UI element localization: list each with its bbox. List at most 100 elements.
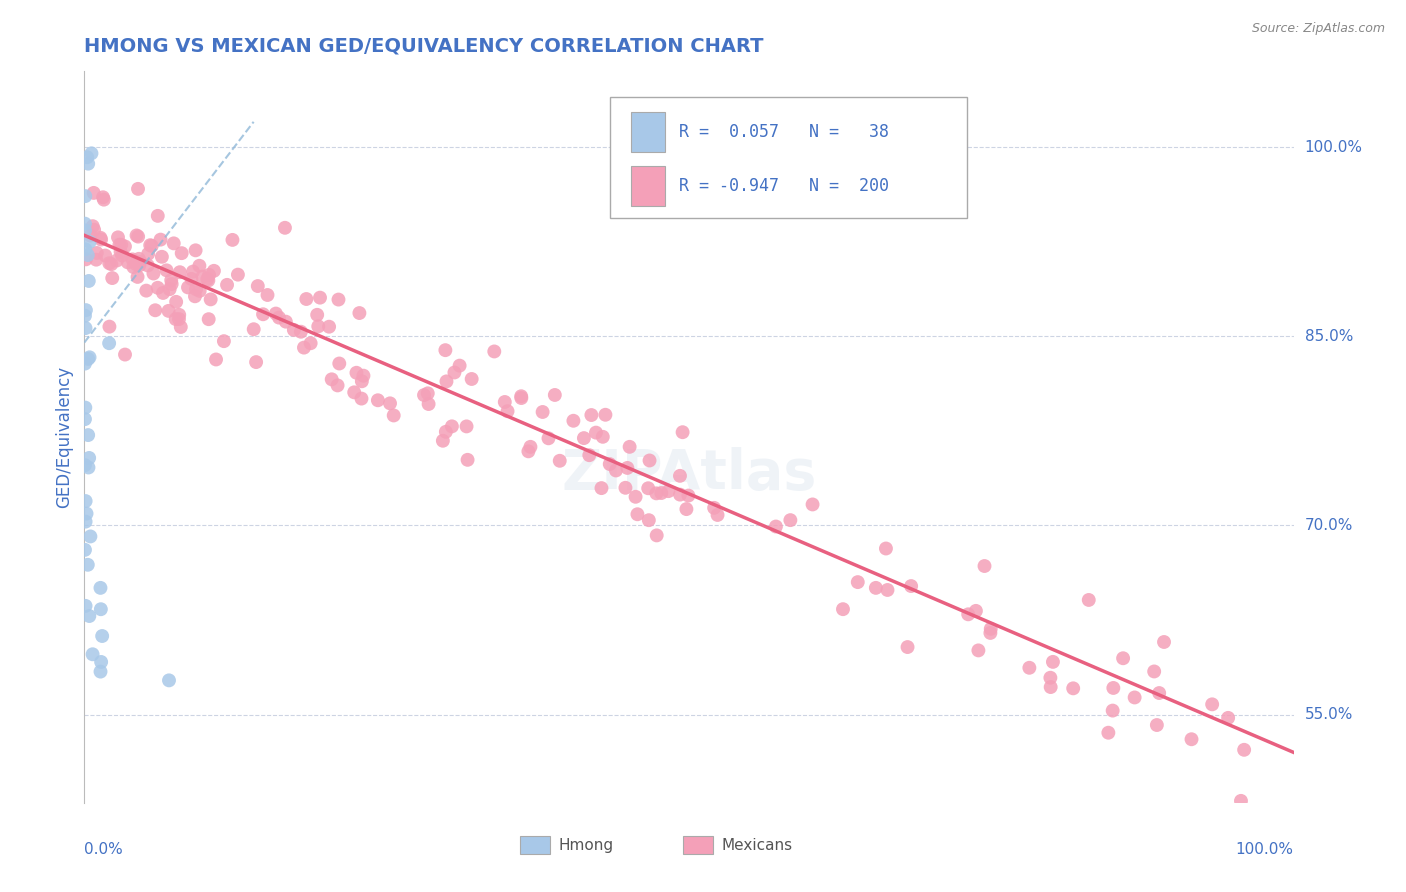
- Text: 100.0%: 100.0%: [1236, 842, 1294, 856]
- Point: [1101, 704, 1123, 718]
- Point: [980, 622, 1002, 636]
- Point: [779, 513, 801, 527]
- Point: [671, 425, 693, 440]
- Point: [638, 453, 661, 467]
- Point: [79, 609, 101, 624]
- Point: [197, 273, 219, 287]
- Point: [93, 193, 115, 207]
- Point: [73, 357, 96, 371]
- Point: [967, 643, 990, 657]
- Point: [149, 233, 172, 247]
- Point: [548, 454, 571, 468]
- Point: [142, 267, 165, 281]
- Point: [292, 341, 315, 355]
- Point: [307, 319, 329, 334]
- Point: [562, 414, 585, 428]
- Point: [108, 237, 131, 252]
- Point: [669, 468, 692, 483]
- Point: [645, 486, 668, 500]
- Point: [170, 320, 193, 334]
- Point: [1097, 725, 1119, 739]
- Point: [675, 502, 697, 516]
- Point: [349, 306, 371, 320]
- Point: [90, 233, 112, 247]
- Point: [413, 388, 436, 402]
- Point: [252, 307, 274, 321]
- Point: [1147, 686, 1170, 700]
- Point: [75, 515, 97, 529]
- Point: [73, 217, 96, 231]
- Point: [180, 272, 202, 286]
- Point: [75, 252, 97, 267]
- Text: 70.0%: 70.0%: [1305, 518, 1353, 533]
- Point: [167, 308, 190, 322]
- Point: [350, 374, 373, 388]
- Point: [343, 385, 366, 400]
- Point: [107, 230, 129, 244]
- Point: [75, 599, 97, 613]
- Point: [157, 304, 180, 318]
- Point: [510, 391, 533, 405]
- Point: [181, 264, 204, 278]
- Point: [83, 186, 105, 200]
- Point: [76, 150, 98, 164]
- Point: [157, 673, 180, 688]
- Point: [517, 444, 540, 458]
- Point: [127, 229, 149, 244]
- Point: [1123, 690, 1146, 705]
- Y-axis label: GED/Equivalency: GED/Equivalency: [55, 366, 73, 508]
- Point: [1077, 593, 1099, 607]
- Point: [177, 280, 200, 294]
- Point: [494, 395, 516, 409]
- Point: [245, 355, 267, 369]
- Point: [73, 309, 96, 323]
- Text: 85.0%: 85.0%: [1305, 328, 1353, 343]
- Point: [75, 242, 97, 256]
- Point: [650, 486, 672, 500]
- Point: [637, 513, 659, 527]
- Point: [1233, 743, 1256, 757]
- Point: [274, 220, 297, 235]
- Point: [832, 602, 855, 616]
- Point: [111, 248, 134, 262]
- Point: [127, 269, 149, 284]
- Point: [191, 269, 214, 284]
- Point: [77, 450, 100, 465]
- Point: [91, 190, 114, 204]
- Text: Hmong: Hmong: [558, 838, 613, 853]
- Point: [155, 263, 177, 277]
- Point: [1018, 661, 1040, 675]
- Point: [1201, 698, 1223, 712]
- Point: [110, 244, 132, 259]
- Point: [283, 323, 305, 337]
- Point: [98, 256, 121, 270]
- Point: [127, 182, 149, 196]
- Point: [84, 252, 107, 267]
- Point: [212, 334, 235, 348]
- Text: ZIPAtlas: ZIPAtlas: [561, 447, 817, 500]
- Point: [77, 460, 100, 475]
- Point: [73, 458, 96, 472]
- Text: 0.0%: 0.0%: [84, 842, 124, 856]
- Point: [79, 235, 101, 249]
- Point: [456, 419, 478, 434]
- Point: [215, 277, 238, 292]
- Point: [299, 336, 322, 351]
- Point: [195, 272, 218, 286]
- Point: [79, 351, 101, 365]
- Point: [139, 238, 162, 252]
- Text: Mexicans: Mexicans: [721, 838, 793, 853]
- Point: [128, 252, 150, 266]
- Point: [434, 425, 457, 439]
- Point: [205, 352, 228, 367]
- Point: [436, 375, 458, 389]
- Point: [1143, 665, 1166, 679]
- Point: [346, 366, 368, 380]
- Point: [432, 434, 454, 448]
- Point: [77, 351, 100, 366]
- Point: [146, 281, 169, 295]
- Point: [591, 481, 613, 495]
- Point: [135, 284, 157, 298]
- Point: [136, 259, 159, 273]
- Point: [89, 231, 111, 245]
